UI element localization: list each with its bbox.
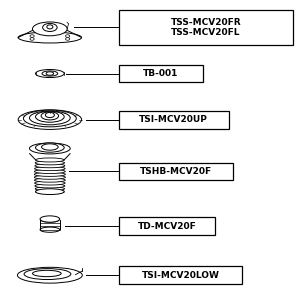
Ellipse shape	[30, 143, 70, 154]
Ellipse shape	[41, 112, 59, 120]
Ellipse shape	[23, 110, 76, 127]
Ellipse shape	[34, 178, 65, 182]
Ellipse shape	[34, 181, 65, 185]
Ellipse shape	[66, 38, 70, 40]
Ellipse shape	[30, 35, 34, 37]
Ellipse shape	[42, 71, 58, 76]
Ellipse shape	[35, 184, 65, 188]
Text: TSI-MCV20LOW: TSI-MCV20LOW	[141, 271, 219, 280]
Ellipse shape	[35, 190, 64, 194]
Text: TSI-MCV20UP: TSI-MCV20UP	[139, 115, 208, 124]
Ellipse shape	[34, 167, 65, 171]
Ellipse shape	[35, 189, 64, 195]
Text: TD-MCV20F: TD-MCV20F	[137, 222, 196, 231]
FancyBboxPatch shape	[119, 266, 242, 284]
Ellipse shape	[42, 144, 58, 150]
Ellipse shape	[47, 25, 53, 29]
Ellipse shape	[40, 227, 60, 232]
Ellipse shape	[18, 110, 82, 129]
Ellipse shape	[34, 172, 65, 176]
Ellipse shape	[45, 112, 55, 118]
Ellipse shape	[35, 111, 64, 122]
Ellipse shape	[41, 218, 59, 222]
Ellipse shape	[33, 22, 67, 36]
Ellipse shape	[35, 164, 65, 168]
FancyBboxPatch shape	[119, 10, 294, 45]
Ellipse shape	[33, 270, 61, 277]
Ellipse shape	[30, 38, 34, 40]
Ellipse shape	[35, 69, 64, 78]
Ellipse shape	[46, 72, 54, 75]
Ellipse shape	[34, 175, 65, 179]
FancyBboxPatch shape	[119, 111, 229, 128]
Ellipse shape	[35, 187, 65, 191]
Ellipse shape	[30, 111, 70, 125]
Ellipse shape	[66, 35, 70, 37]
Text: TSHB-MCV20F: TSHB-MCV20F	[140, 167, 212, 176]
Ellipse shape	[34, 169, 65, 173]
FancyBboxPatch shape	[119, 65, 203, 82]
Text: TSS-MCV20FR
TSS-MCV20FL: TSS-MCV20FR TSS-MCV20FL	[171, 18, 241, 37]
Ellipse shape	[43, 24, 57, 31]
Ellipse shape	[35, 143, 64, 152]
Ellipse shape	[18, 267, 82, 283]
FancyBboxPatch shape	[119, 163, 233, 181]
Ellipse shape	[24, 269, 71, 280]
Text: TB-001: TB-001	[143, 69, 178, 78]
Ellipse shape	[35, 158, 64, 162]
Ellipse shape	[40, 216, 60, 222]
Ellipse shape	[18, 32, 82, 43]
Ellipse shape	[35, 161, 65, 165]
FancyBboxPatch shape	[119, 217, 215, 235]
